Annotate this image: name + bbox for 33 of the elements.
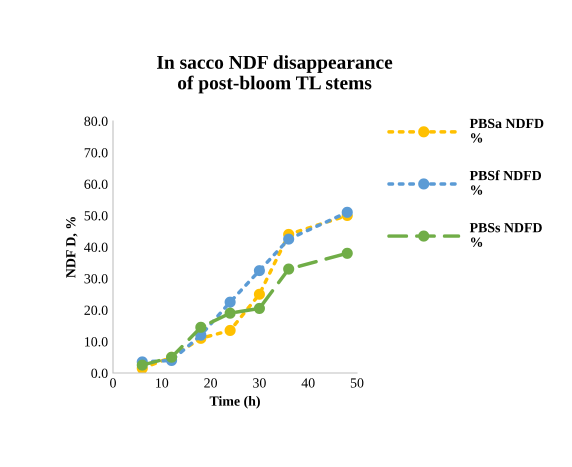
point bbox=[254, 288, 265, 300]
x-tick-label: 40 bbox=[302, 378, 315, 388]
point bbox=[224, 308, 236, 319]
chart-title: In sacco NDF disappearance of post-bloom TL stems bbox=[157, 55, 392, 94]
x-tick-label: 0 bbox=[110, 378, 116, 388]
point bbox=[136, 360, 148, 371]
x-tick-label: 20 bbox=[204, 378, 218, 388]
y-tick-label: 0.0 bbox=[91, 368, 108, 378]
legend-label: PBSf NDFD % bbox=[470, 170, 542, 195]
y-axis-title: NDF D, % bbox=[66, 217, 78, 278]
y-tick-label: 60.0 bbox=[84, 180, 108, 190]
x-tick-label: 10 bbox=[156, 378, 168, 388]
y-tick-label: 70.0 bbox=[84, 148, 108, 158]
y-tick-label: 40.0 bbox=[84, 242, 108, 252]
point bbox=[224, 324, 236, 336]
y-tick-label: 80.0 bbox=[84, 116, 108, 126]
point bbox=[283, 234, 294, 245]
point bbox=[224, 296, 236, 308]
y-tick-label: 50.0 bbox=[84, 211, 108, 221]
legend-label: PBSs NDFD % bbox=[470, 223, 542, 247]
point bbox=[254, 265, 265, 276]
point bbox=[283, 263, 294, 275]
y-tick-label: 20.0 bbox=[84, 306, 108, 316]
point bbox=[254, 302, 265, 314]
y-tick-label: 30.0 bbox=[84, 274, 108, 284]
y-tick-label: 10.0 bbox=[85, 337, 108, 347]
point bbox=[195, 322, 206, 333]
x-axis-title: Time (h) bbox=[210, 396, 260, 409]
x-tick-label: 30 bbox=[253, 378, 266, 388]
point bbox=[342, 248, 353, 259]
legend-label: PBSa NDFD % bbox=[470, 118, 544, 143]
point bbox=[342, 206, 353, 218]
x-tick-label: 50 bbox=[350, 378, 364, 388]
